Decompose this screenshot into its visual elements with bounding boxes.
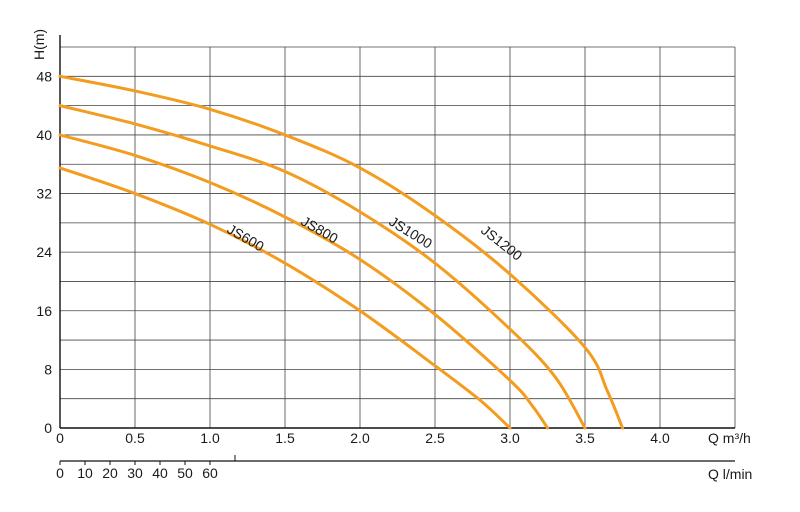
y-tick-label: 32 xyxy=(36,186,52,202)
x2-tick-label: 20 xyxy=(102,465,118,481)
curve-js1200 xyxy=(58,74,624,430)
curve-js600 xyxy=(58,166,512,430)
x-tick-label: 1.5 xyxy=(275,430,295,446)
y-tick-label: 24 xyxy=(36,244,52,260)
axes xyxy=(59,35,735,462)
x-axis-label: Q m³/h xyxy=(708,430,751,446)
y-tick-label: 8 xyxy=(44,361,52,377)
x-tick-label: 2.0 xyxy=(350,430,370,446)
x-tick-label: 2.5 xyxy=(425,430,445,446)
x2-tick-label: 50 xyxy=(177,465,193,481)
tick-labels: 0 8 16 24 32 40 48 0 0.5 1.0 1.5 2.0 2.5 3.0 3.5 4.0 0 10… xyxy=(36,68,670,481)
x2-tick-label: 60 xyxy=(202,465,218,481)
x-tick-label: 3.0 xyxy=(500,430,520,446)
curve-label-js1200: JS1200 xyxy=(478,222,525,264)
grid xyxy=(60,46,736,428)
x-tick-label: 0 xyxy=(56,430,64,446)
curve-js800 xyxy=(58,133,549,430)
y-tick-label: 48 xyxy=(36,68,52,84)
y-tick-label: 0 xyxy=(44,420,52,436)
x-tick-label: 0.5 xyxy=(125,430,145,446)
y-tick-label: 16 xyxy=(36,303,52,319)
curve-label-js600: JS600 xyxy=(225,221,268,255)
x2-tick-label: 0 xyxy=(56,465,64,481)
curves xyxy=(58,74,624,430)
curve-js1000 xyxy=(58,104,587,430)
x2-tick-label: 30 xyxy=(127,465,143,481)
y-axis-label: H(m) xyxy=(31,29,47,60)
x2-axis-label: Q l/min xyxy=(708,466,752,482)
curve-label-js800: JS800 xyxy=(299,213,342,247)
x2-tick-label: 40 xyxy=(152,465,168,481)
x2-tick-label: 10 xyxy=(77,465,93,481)
x-tick-label: 4.0 xyxy=(650,430,670,446)
y-tick-label: 40 xyxy=(36,127,52,143)
x-tick-label: 1.0 xyxy=(200,430,220,446)
x-tick-label: 3.5 xyxy=(575,430,595,446)
